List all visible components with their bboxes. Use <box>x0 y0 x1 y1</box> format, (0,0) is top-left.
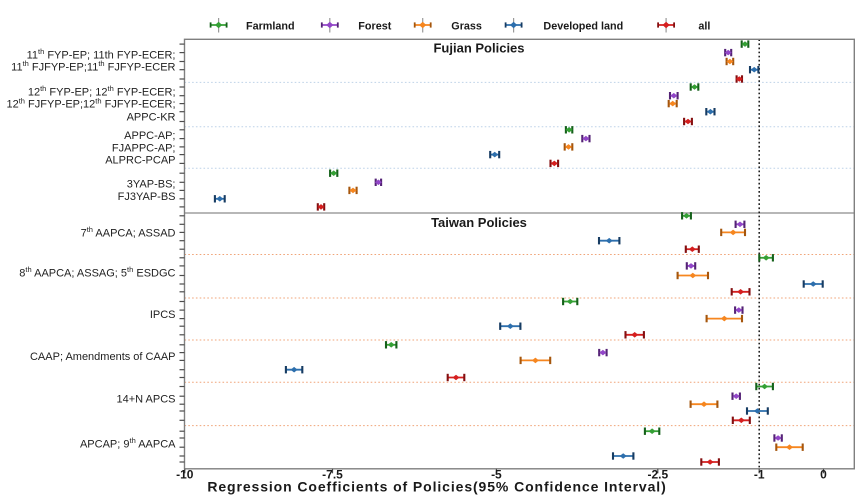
svg-text:ALPRC-PCAP: ALPRC-PCAP <box>105 155 175 167</box>
svg-text:FJ3YAP-BS: FJ3YAP-BS <box>118 191 176 203</box>
svg-text:Forest: Forest <box>358 20 391 32</box>
svg-text:11th​ FJFYP-EP;11th​ FJFYP-ECE: 11th​ FJFYP-EP;11th​ FJFYP-ECER <box>11 59 175 73</box>
svg-text:3YAP-BS;: 3YAP-BS; <box>127 178 176 190</box>
svg-text:APPC-AP;: APPC-AP; <box>124 130 175 142</box>
svg-text:APPC-KR: APPC-KR <box>127 111 176 123</box>
svg-text:Farmland: Farmland <box>246 20 295 32</box>
svg-text:-2.5: -2.5 <box>647 467 668 481</box>
svg-text:APCAP; 9th​ AAPCA: APCAP; 9th​ AAPCA <box>80 436 176 450</box>
svg-text:-5: -5 <box>491 467 502 481</box>
svg-text:CAAP; Amendments of CAAP: CAAP; Amendments of CAAP <box>30 351 176 363</box>
svg-text:11th​ FYP-EP; 11th FYP-ECER;: 11th​ FYP-EP; 11th FYP-ECER; <box>27 47 176 61</box>
svg-text:12th​ FYP-EP; 12th​ FYP-ECER;: 12th​ FYP-EP; 12th​ FYP-ECER; <box>28 84 176 98</box>
svg-text:14+N APCS: 14+N APCS <box>116 393 175 405</box>
svg-text:-1: -1 <box>754 467 765 481</box>
svg-text:IPCS: IPCS <box>150 309 176 321</box>
svg-text:-10: -10 <box>176 467 194 481</box>
svg-text:12th​ FJFYP-EP;12th​ FJFYP-ECE: 12th​ FJFYP-EP;12th​ FJFYP-ECER; <box>6 96 175 110</box>
svg-text:Grass: Grass <box>451 20 482 32</box>
svg-text:Regression Coefficients of Pol: Regression Coefficients of Policies(95% … <box>207 479 666 495</box>
svg-text:Developed land: Developed land <box>543 20 623 32</box>
svg-text:Taiwan Policies: Taiwan Policies <box>431 215 527 230</box>
svg-text:8th​ AAPCA; ASSAG; 5th​ ESDGC: 8th​ AAPCA; ASSAG; 5th​ ESDGC <box>19 265 175 279</box>
svg-text:Fujian Policies: Fujian Policies <box>433 40 524 55</box>
svg-text:-7.5: -7.5 <box>322 467 343 481</box>
svg-text:0: 0 <box>820 467 827 481</box>
svg-text:all: all <box>698 20 710 32</box>
svg-text:FJAPPC-AP;: FJAPPC-AP; <box>112 142 176 154</box>
svg-text:7th​ AAPCA; ASSAD: 7th​ AAPCA; ASSAD <box>81 225 176 239</box>
